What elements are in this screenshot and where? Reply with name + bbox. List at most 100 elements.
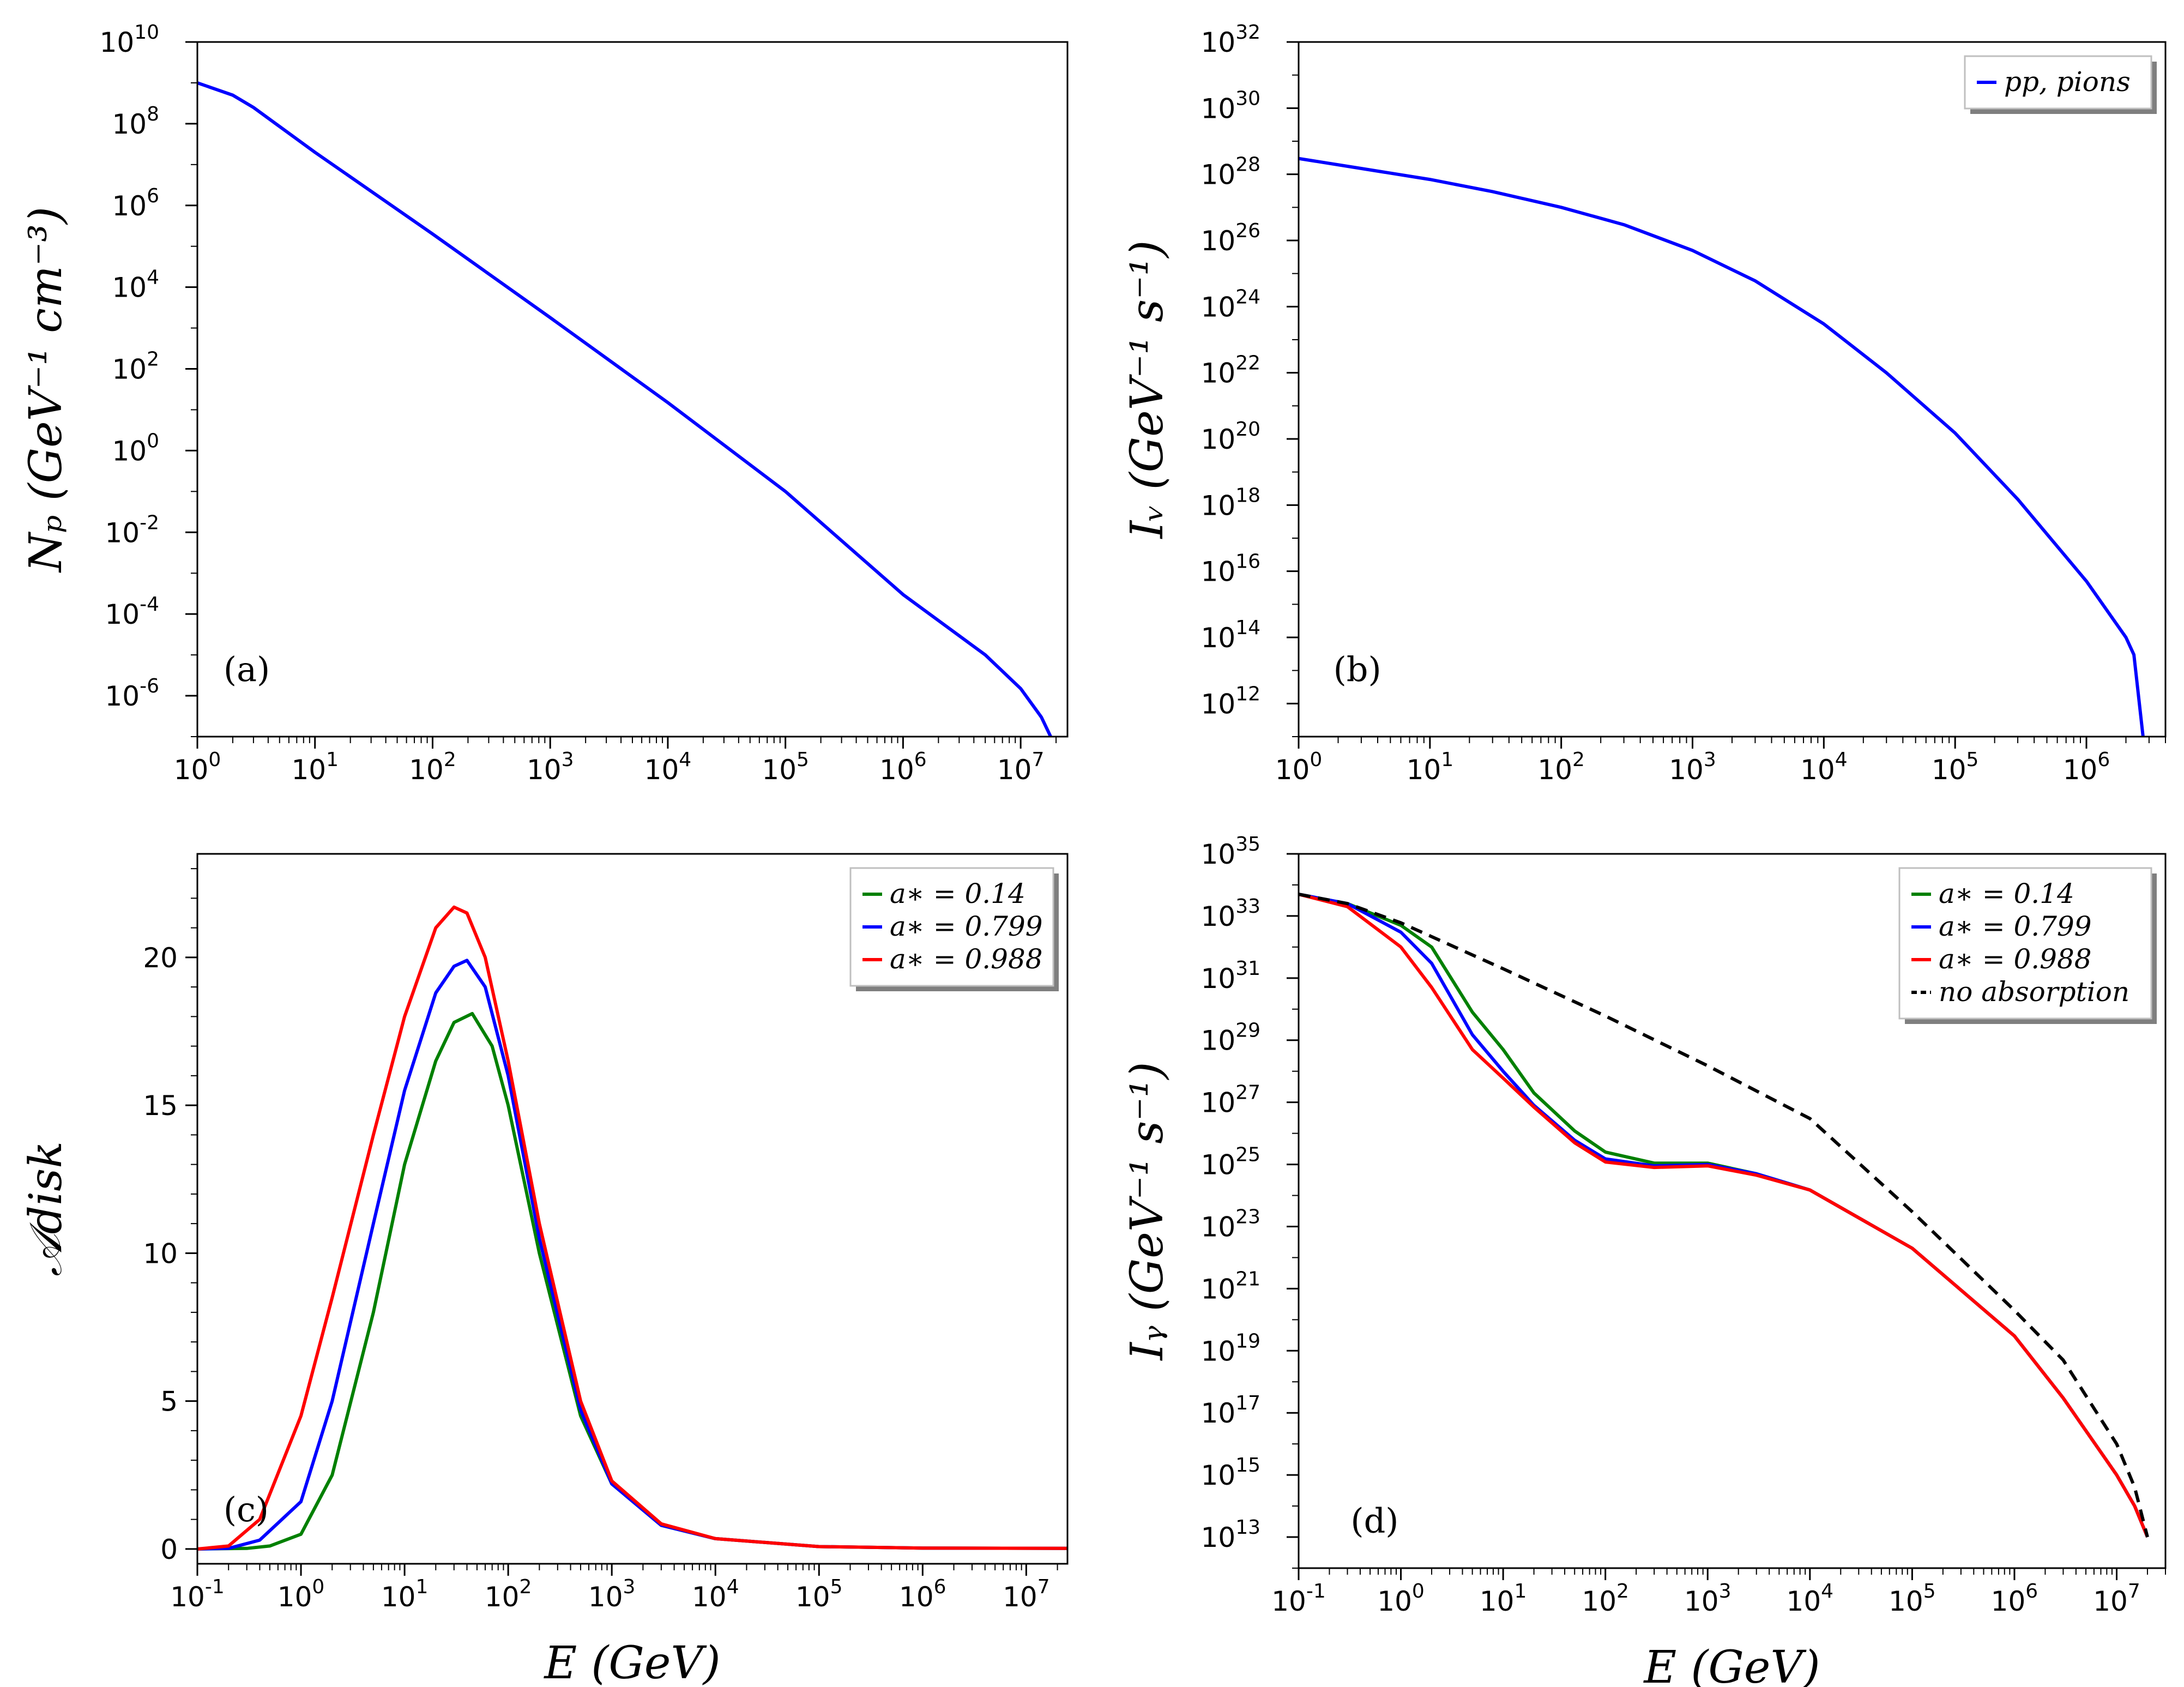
y-tick-label: 1028 (1201, 154, 1260, 191)
x-tick-label: 100 (1377, 1580, 1425, 1617)
panel-label: (d) (1350, 1501, 1398, 1541)
legend-entry-label: a∗ = 0.988 (1939, 943, 2092, 975)
y-tick-label: 1019 (1201, 1330, 1260, 1367)
y-tick-label: 5 (160, 1386, 178, 1418)
panel-c: 10-1 100 101 102 103 104 105 106 107 0 5 10 15 20 (c) a… (20, 853, 1069, 1687)
series-group (1299, 156, 2145, 737)
x-tick-label: 101 (381, 1576, 429, 1613)
y-tick-label: 15 (143, 1090, 178, 1122)
y-tick-label: 104 (112, 267, 159, 304)
series-line (197, 81, 1052, 737)
legend-box (849, 867, 1054, 987)
legend-entry-label: pp, pions (2004, 66, 2131, 98)
y-tick-label: 1031 (1201, 957, 1260, 995)
legend-entry-label: a∗ = 0.799 (1939, 911, 2092, 942)
y-tick-label: 10-4 (105, 593, 159, 630)
y-tick-label: 1013 (1201, 1516, 1260, 1553)
x-axis-ticks: 100 101 102 103 104 105 106 (1275, 737, 2166, 786)
y-tick-label: 100 (112, 430, 159, 467)
x-tick-label: 105 (1932, 749, 1979, 786)
y-tick-label: 1023 (1201, 1206, 1260, 1243)
y-axis-title: 𝒜disk (20, 1141, 72, 1276)
legend-entry-label: a∗ = 0.988 (890, 943, 1043, 975)
x-tick-label: 104 (1800, 749, 1848, 786)
plot-frame (196, 853, 1069, 1565)
series-group (1299, 893, 2149, 1538)
panel-a: 100 101 102 103 104 105 106 107 10-6 10-4 10-2 100 1… (20, 21, 1069, 786)
y-tick-label: 1026 (1201, 220, 1260, 257)
y-axis-ticks: 1013 1015 1017 1019 1021 1023 1025 1027 1029 1031… (1201, 833, 1299, 1569)
y-axis-ticks: 10-6 10-4 10-2 100 102 104 106 108 1010 (100, 21, 197, 737)
y-axis-ticks: 1012 1014 1016 1018 1020 1022 1024 1026 1028 1030… (1201, 21, 1299, 737)
y-tick-label: 106 (112, 185, 159, 222)
y-tick-label: 1027 (1201, 1082, 1260, 1119)
series-line (1299, 893, 2149, 1538)
series-line (197, 905, 1067, 1551)
x-tick-label: 107 (1003, 1576, 1050, 1613)
y-tick-label: 108 (112, 103, 159, 140)
x-tick-label: 107 (2093, 1580, 2140, 1617)
x-tick-label: 102 (1537, 749, 1585, 786)
y-tick-label: 1035 (1201, 833, 1260, 870)
legend: pp, pions (1964, 55, 2157, 114)
panel-b: 100 101 102 103 104 105 106 1012 1014 1016 1018 102… (1121, 21, 2167, 786)
y-tick-label: 1014 (1201, 617, 1260, 654)
plot-frame (1298, 853, 2167, 1569)
x-tick-label: 100 (174, 749, 221, 786)
x-tick-label: 102 (409, 749, 456, 786)
x-tick-label: 107 (997, 749, 1045, 786)
y-tick-label: 1032 (1201, 21, 1260, 58)
x-tick-label: 101 (1480, 1580, 1527, 1617)
x-tick-label: 103 (1669, 749, 1716, 786)
x-tick-label: 104 (692, 1576, 739, 1613)
y-axis-title: Iᵧ (GeV⁻¹ s⁻¹) (1121, 1062, 1173, 1361)
y-tick-label: 0 (160, 1534, 178, 1565)
legend-entry-label: a∗ = 0.799 (890, 911, 1043, 942)
y-tick-label: 1025 (1201, 1144, 1260, 1181)
legend-box (1898, 867, 2152, 1020)
y-tick-label: 20 (143, 942, 178, 974)
x-tick-label: 105 (795, 1576, 843, 1613)
y-tick-label: 1024 (1201, 286, 1260, 323)
x-axis-title: E (GeV) (1643, 1642, 1820, 1687)
panel-d: 10-1 100 101 102 103 104 105 106 107 1013 1015 1017… (1121, 833, 2167, 1687)
y-tick-label: 10-6 (105, 675, 159, 712)
x-tick-label: 100 (1275, 749, 1323, 786)
x-tick-label: 101 (291, 749, 339, 786)
x-tick-label: 103 (1684, 1580, 1731, 1617)
x-tick-label: 106 (1991, 1580, 2038, 1617)
x-tick-label: 106 (879, 749, 927, 786)
legend-entry-label: a∗ = 0.14 (1939, 878, 2074, 909)
y-tick-label: 1015 (1201, 1454, 1260, 1491)
x-tick-label: 101 (1407, 749, 1454, 786)
x-tick-label: 104 (1787, 1580, 1834, 1617)
y-tick-label: 10-2 (105, 511, 159, 549)
series-line (1299, 156, 2145, 737)
y-tick-label: 1012 (1201, 683, 1260, 720)
plot-frame (196, 41, 1069, 738)
y-tick-label: 1030 (1201, 87, 1260, 124)
panel-label: (b) (1334, 649, 1381, 689)
y-tick-label: 1017 (1201, 1392, 1260, 1429)
x-tick-label: 103 (527, 749, 574, 786)
x-tick-label: 106 (899, 1576, 946, 1613)
x-tick-label: 105 (1889, 1580, 1936, 1617)
series-line (1299, 893, 2149, 1538)
y-tick-label: 1033 (1201, 895, 1260, 932)
x-axis-title: E (GeV) (543, 1637, 720, 1687)
panel-label: (c) (224, 1490, 269, 1529)
y-axis-title: Nₚ (GeV⁻¹ cm⁻³) (20, 207, 72, 573)
x-tick-label: 10-1 (1271, 1580, 1326, 1617)
legend-entry-label: a∗ = 0.14 (890, 878, 1025, 909)
x-axis-ticks: 100 101 102 103 104 105 106 107 (174, 737, 1057, 786)
x-axis-ticks: 10-1 100 101 102 103 104 105 106 107 (170, 1564, 1058, 1613)
y-tick-label: 102 (112, 348, 159, 385)
x-tick-label: 105 (762, 749, 809, 786)
legend-entry-label: no absorption (1939, 976, 2129, 1008)
y-tick-label: 1018 (1201, 484, 1260, 521)
x-tick-label: 102 (485, 1576, 532, 1613)
